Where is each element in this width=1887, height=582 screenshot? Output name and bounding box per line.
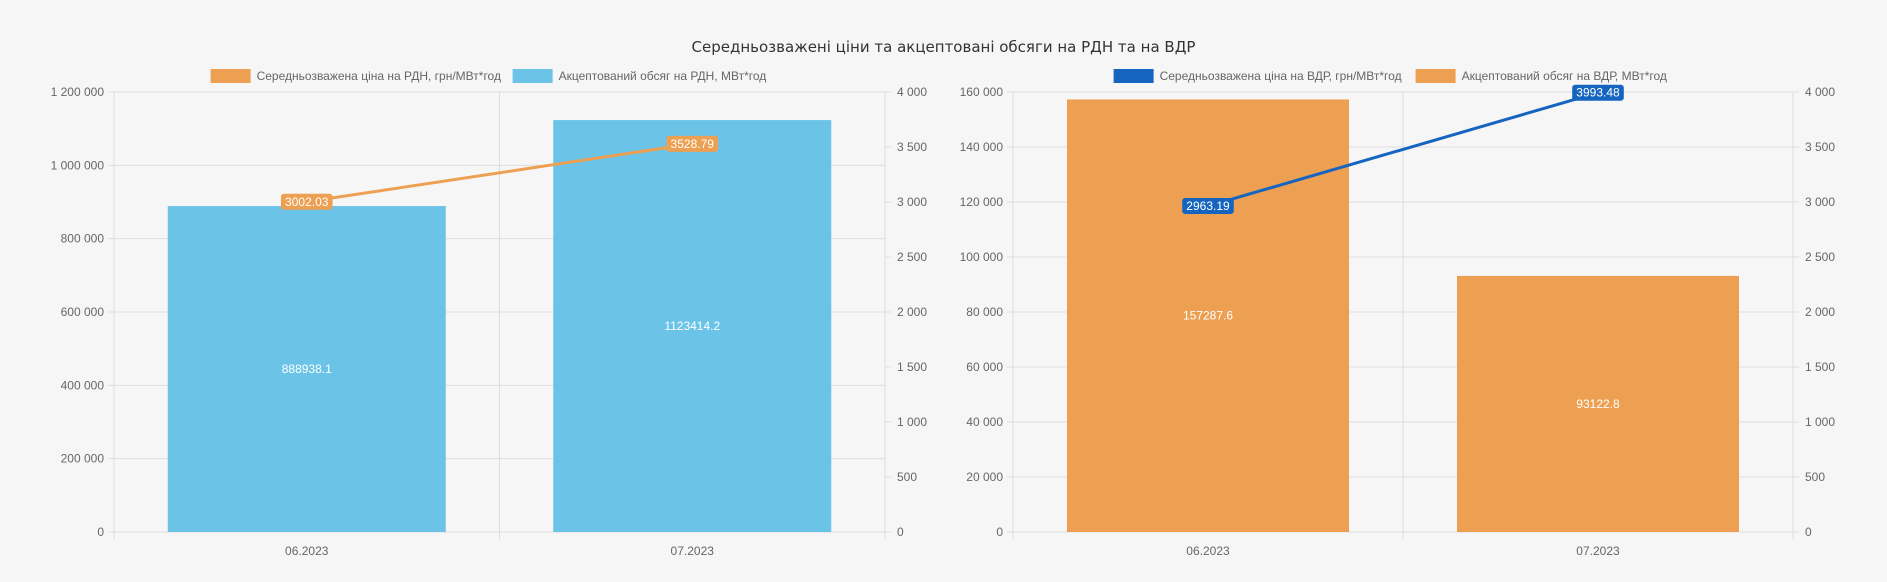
point-label-box	[1182, 198, 1234, 215]
y-right-tick-label: 4 000	[1805, 85, 1835, 99]
y-right-tick-label: 2 500	[897, 250, 927, 264]
y-left-tick-label: 140 000	[960, 140, 1004, 154]
bar	[1067, 99, 1349, 532]
y-left-tick-label: 0	[97, 525, 104, 539]
y-left-tick-label: 600 000	[61, 305, 105, 319]
y-right-tick-label: 0	[1805, 525, 1812, 539]
y-right-tick-label: 500	[897, 470, 917, 484]
x-tick-label: 07.2023	[671, 544, 715, 558]
legend-label: Акцептований обсяг на РДН, МВт*год	[559, 69, 767, 83]
y-left-tick-label: 0	[996, 525, 1003, 539]
y-right-tick-label: 1 500	[897, 360, 927, 374]
point-label-box	[280, 193, 333, 210]
x-tick-label: 07.2023	[1576, 544, 1620, 558]
y-left-tick-label: 60 000	[966, 360, 1003, 374]
y-right-tick-label: 3 000	[897, 195, 927, 209]
legend-label: Акцептований обсяг на ВДР, МВт*год	[1462, 69, 1667, 83]
legend-swatch	[512, 69, 553, 83]
y-right-tick-label: 2 500	[1805, 250, 1835, 264]
y-right-tick-label: 1 500	[1805, 360, 1835, 374]
y-right-tick-label: 3 000	[1805, 195, 1835, 209]
bar	[167, 206, 446, 532]
y-right-tick-label: 2 000	[897, 305, 927, 319]
point-value-label: 2963.19	[1186, 199, 1230, 213]
y-left-tick-label: 100 000	[960, 250, 1004, 264]
x-tick-label: 06.2023	[1186, 544, 1230, 558]
legend-swatch	[210, 69, 251, 83]
y-left-tick-label: 1 200 000	[51, 85, 105, 99]
legend-swatch	[1113, 69, 1154, 83]
bar-value-label: 93122.8	[1576, 397, 1620, 411]
y-left-tick-label: 40 000	[966, 415, 1003, 429]
y-right-tick-label: 4 000	[897, 85, 927, 99]
y-left-tick-label: 400 000	[61, 378, 105, 392]
y-right-tick-label: 1 000	[1805, 415, 1835, 429]
y-left-tick-label: 20 000	[966, 470, 1003, 484]
legend-swatch	[1415, 69, 1456, 83]
x-tick-label: 06.2023	[285, 544, 329, 558]
point-value-label: 3002.03	[285, 195, 329, 209]
y-left-tick-label: 120 000	[960, 195, 1004, 209]
legend-label: Середньозважена ціна на ВДР, грн/МВт*год	[1160, 69, 1402, 83]
y-right-tick-label: 3 500	[897, 140, 927, 154]
legend-label: Середньозважена ціна на РДН, грн/МВт*год	[257, 69, 501, 83]
bar	[1457, 275, 1739, 532]
series-line	[306, 142, 693, 204]
chart-title: Середньозважені ціни та акцептовані обся…	[691, 38, 1196, 56]
y-right-tick-label: 0	[897, 525, 904, 539]
point-value-label: 3528.79	[671, 137, 715, 151]
y-right-tick-label: 1 000	[897, 415, 927, 429]
point-label-box	[1572, 84, 1624, 101]
y-left-tick-label: 200 000	[61, 452, 105, 466]
y-left-tick-label: 800 000	[61, 232, 105, 246]
bar-value-label: 888938.1	[282, 362, 332, 376]
bar-value-label: 1123414.2	[664, 319, 720, 333]
y-right-tick-label: 500	[1805, 470, 1825, 484]
bar-value-label: 157287.6	[1183, 309, 1233, 323]
y-right-tick-label: 2 000	[1805, 305, 1835, 319]
y-left-tick-label: 160 000	[960, 85, 1004, 99]
y-left-tick-label: 80 000	[966, 305, 1003, 319]
bar	[553, 120, 832, 533]
y-left-tick-label: 1 000 000	[51, 158, 105, 172]
y-right-tick-label: 3 500	[1805, 140, 1835, 154]
series-line	[1207, 91, 1599, 208]
point-value-label: 3993.48	[1576, 86, 1620, 100]
point-label-box	[666, 135, 719, 152]
